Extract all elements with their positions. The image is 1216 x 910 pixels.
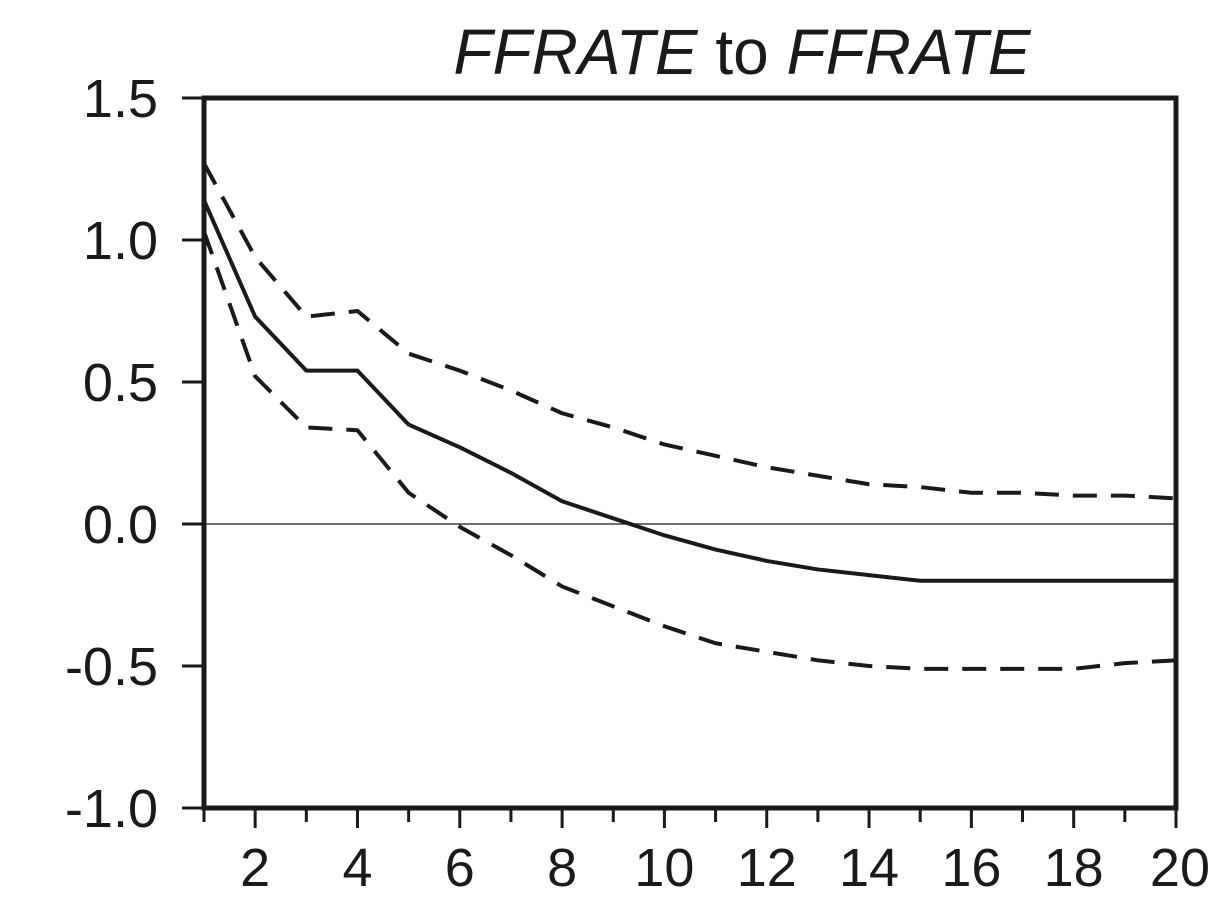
y-axis: 1.5 1.0 0.5 0.0 -0.5 -1.0: [65, 69, 204, 839]
y-tick-label: -1.0: [65, 779, 158, 839]
y-tick-label: 1.5: [83, 69, 158, 129]
x-tick-label: 16: [941, 838, 1001, 898]
chart-title-part: to: [698, 16, 787, 88]
response-line: [202, 199, 1176, 583]
x-tick-label: 14: [839, 838, 899, 898]
chart-title: FFRATE to FFRATE: [453, 16, 1032, 88]
y-tick-label: -0.5: [65, 637, 158, 697]
x-tick-label: 20: [1150, 838, 1210, 898]
y-tick-label: 1.0: [83, 211, 158, 271]
y-tick-label: 0.0: [83, 495, 158, 555]
y-tick-label: 0.5: [83, 353, 158, 413]
chart-title-part: FFRATE: [786, 16, 1031, 88]
plot-lines: [202, 162, 1177, 671]
x-tick-label: 6: [445, 838, 475, 898]
x-tick-label: 2: [240, 838, 270, 898]
confidence-band-line: [202, 230, 1177, 671]
x-axis: 2 4 6 8 10 12 14 16 18 20: [202, 808, 1210, 898]
chart-title-part: FFRATE: [453, 16, 698, 88]
x-tick-label: 10: [634, 838, 694, 898]
plot-frame: [201, 95, 1179, 811]
x-tick-label: 12: [737, 838, 797, 898]
x-tick-label: 18: [1044, 838, 1104, 898]
confidence-band-line: [202, 162, 1177, 501]
x-tick-label: 4: [342, 838, 372, 898]
x-tick-label: 8: [547, 838, 577, 898]
